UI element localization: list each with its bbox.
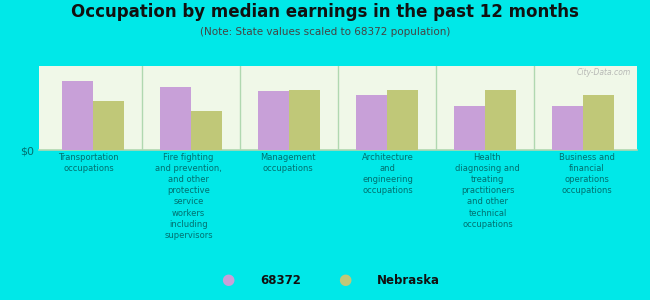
Text: ●: ● xyxy=(338,272,351,286)
Bar xyxy=(62,81,93,150)
Text: Health
diagnosing and
treating
practitioners
and other
technical
occupations: Health diagnosing and treating practitio… xyxy=(455,153,520,229)
Bar xyxy=(387,89,419,150)
Bar xyxy=(454,106,485,150)
Bar xyxy=(191,111,222,150)
Bar xyxy=(289,89,320,150)
Text: Business and
financial
operations
occupations: Business and financial operations occupa… xyxy=(559,153,615,195)
Text: Fire fighting
and prevention,
and other
protective
service
workers
including
sup: Fire fighting and prevention, and other … xyxy=(155,153,222,240)
Text: Management
occupations: Management occupations xyxy=(261,153,316,173)
Text: 68372: 68372 xyxy=(260,274,301,286)
Text: ●: ● xyxy=(221,272,234,286)
Text: Nebraska: Nebraska xyxy=(377,274,440,286)
Text: (Note: State values scaled to 68372 population): (Note: State values scaled to 68372 popu… xyxy=(200,27,450,37)
Text: Architecture
and
engineering
occupations: Architecture and engineering occupations xyxy=(362,153,414,195)
Text: Occupation by median earnings in the past 12 months: Occupation by median earnings in the pas… xyxy=(71,3,579,21)
Bar xyxy=(160,87,191,150)
Bar xyxy=(552,106,583,150)
Bar xyxy=(356,95,387,150)
Bar xyxy=(93,101,124,150)
Text: Transportation
occupations: Transportation occupations xyxy=(58,153,119,173)
Text: City-Data.com: City-Data.com xyxy=(577,68,631,77)
Bar xyxy=(583,95,614,150)
Bar xyxy=(257,91,289,150)
Bar xyxy=(485,89,516,150)
